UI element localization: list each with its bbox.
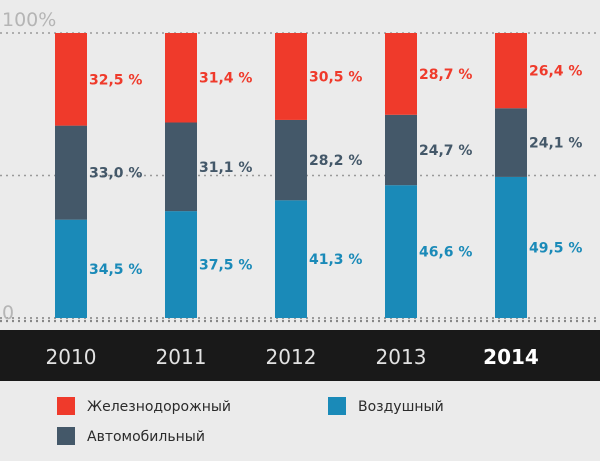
bar-железнодорожный-2012 bbox=[275, 33, 307, 120]
bar-автомобильный-2013 bbox=[385, 114, 417, 186]
data-label-автомобильный-2011: 31,1 % bbox=[199, 160, 252, 176]
data-label-железнодорожный-2011: 31,4 % bbox=[199, 71, 252, 87]
data-label-автомобильный-2012: 28,2 % bbox=[309, 153, 362, 169]
bar-автомобильный-2010 bbox=[55, 125, 87, 220]
bar-воздушный-2013 bbox=[385, 185, 417, 318]
x-axis-band bbox=[0, 330, 600, 381]
data-label-воздушный-2014: 49,5 % bbox=[529, 240, 582, 256]
bar-воздушный-2011 bbox=[165, 211, 197, 318]
bar-автомобильный-2014 bbox=[495, 108, 527, 177]
bar-железнодорожный-2014 bbox=[495, 33, 527, 109]
x-tick-label-2012: 2012 bbox=[266, 345, 317, 369]
y-tick-label-100-: 100% bbox=[2, 9, 56, 31]
data-label-железнодорожный-2013: 28,7 % bbox=[419, 67, 472, 83]
data-label-железнодорожный-2012: 30,5 % bbox=[309, 69, 362, 85]
legend-swatch-железнодорожный bbox=[57, 397, 75, 415]
legend-label-железнодорожный: Железнодорожный bbox=[87, 399, 231, 415]
bar-воздушный-2012 bbox=[275, 200, 307, 318]
bar-железнодорожный-2010 bbox=[55, 33, 87, 126]
legend-label-автомобильный: Автомобильный bbox=[87, 429, 205, 445]
data-label-воздушный-2010: 34,5 % bbox=[89, 262, 142, 278]
data-label-автомобильный-2010: 33,0 % bbox=[89, 166, 142, 182]
y-tick-label-0: 0 bbox=[2, 302, 14, 324]
bar-автомобильный-2012 bbox=[275, 119, 307, 201]
data-label-воздушный-2013: 46,6 % bbox=[419, 245, 472, 261]
bar-воздушный-2010 bbox=[55, 219, 87, 318]
data-label-железнодорожный-2010: 32,5 % bbox=[89, 72, 142, 88]
data-label-воздушный-2011: 37,5 % bbox=[199, 258, 252, 274]
legend-background bbox=[0, 381, 600, 461]
x-tick-label-2013: 2013 bbox=[376, 345, 427, 369]
x-tick-label-2014: 2014 bbox=[483, 345, 539, 369]
bar-железнодорожный-2013 bbox=[385, 33, 417, 115]
legend-label-воздушный: Воздушный bbox=[358, 399, 444, 415]
x-tick-label-2011: 2011 bbox=[156, 345, 207, 369]
data-label-железнодорожный-2014: 26,4 % bbox=[529, 64, 582, 80]
legend-swatch-воздушный bbox=[328, 397, 346, 415]
bar-железнодорожный-2011 bbox=[165, 33, 197, 123]
x-tick-label-2010: 2010 bbox=[46, 345, 97, 369]
data-label-воздушный-2012: 41,3 % bbox=[309, 252, 362, 268]
data-label-автомобильный-2014: 24,1 % bbox=[529, 136, 582, 152]
legend-swatch-автомобильный bbox=[57, 427, 75, 445]
bar-воздушный-2014 bbox=[495, 176, 527, 318]
bar-автомобильный-2011 bbox=[165, 122, 197, 212]
data-label-автомобильный-2013: 24,7 % bbox=[419, 143, 472, 159]
